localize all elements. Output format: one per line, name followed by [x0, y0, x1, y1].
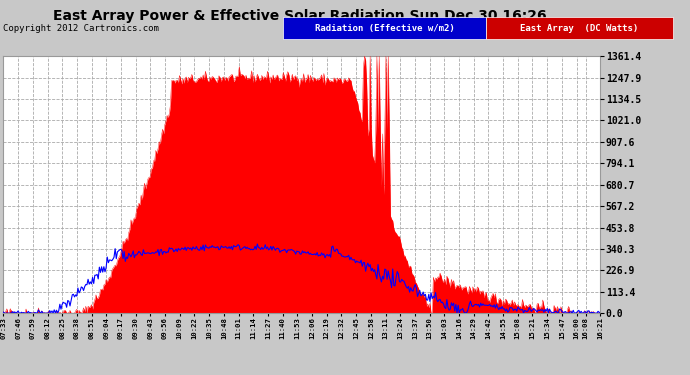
Text: East Array  (DC Watts): East Array (DC Watts)	[520, 24, 639, 33]
Text: East Array Power & Effective Solar Radiation Sun Dec 30 16:26: East Array Power & Effective Solar Radia…	[53, 9, 547, 23]
Text: Radiation (Effective w/m2): Radiation (Effective w/m2)	[315, 24, 455, 33]
Text: Copyright 2012 Cartronics.com: Copyright 2012 Cartronics.com	[3, 24, 159, 33]
